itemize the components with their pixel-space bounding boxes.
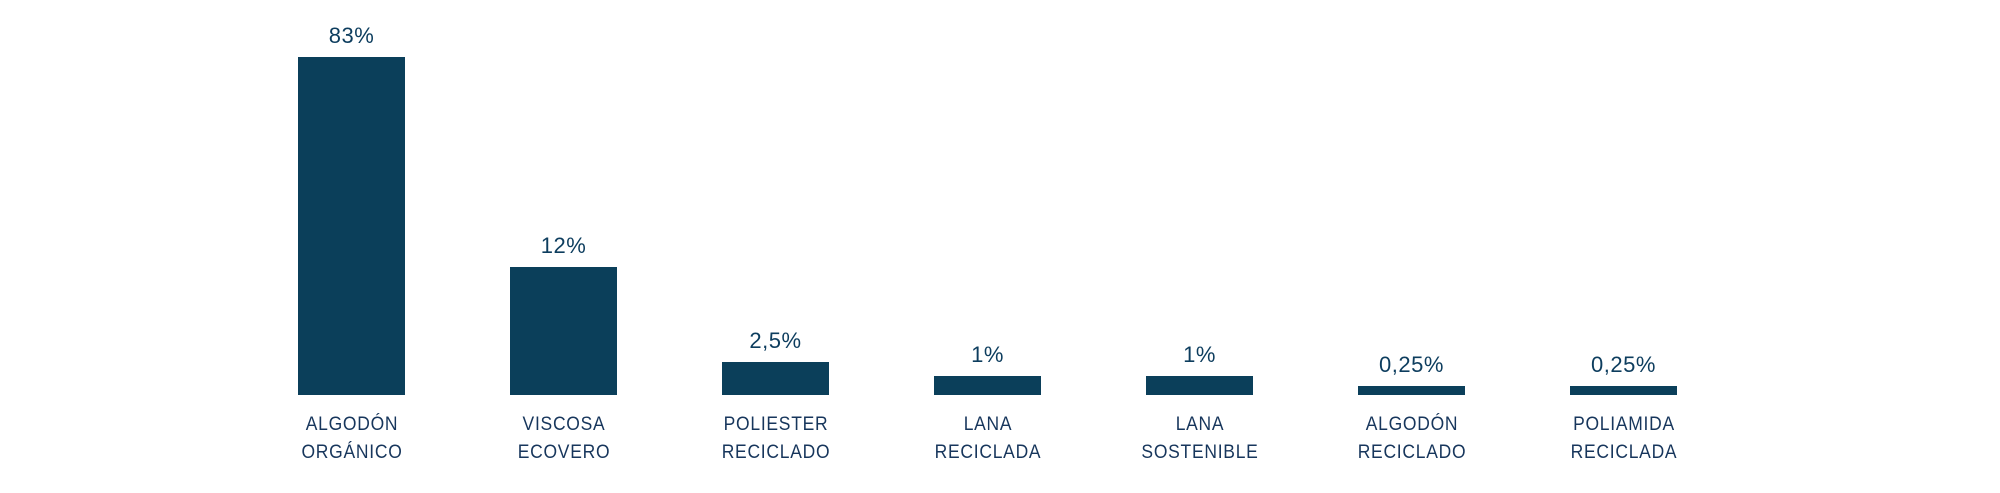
x-tick-label-line: ALGODÓN — [1365, 414, 1458, 435]
x-tick-label: LANA SOSTENIBLE — [1108, 411, 1292, 467]
x-tick-label-line: ALGODÓN — [305, 414, 398, 435]
bar — [1358, 386, 1465, 395]
data-label: 1% — [1183, 342, 1216, 367]
x-tick-label-line: POLIESTER — [723, 414, 828, 435]
x-tick-label: ALGODÓN RECICLADO — [1320, 411, 1504, 467]
x-tick-label: VISCOSA ECOVERO — [472, 411, 656, 467]
x-tick-label-line: ECOVERO — [517, 442, 610, 463]
x-tick-label-line: RECICLADA — [934, 442, 1041, 463]
data-label: 2,5% — [749, 328, 802, 353]
x-tick-label: POLIAMIDA RECICLADA — [1532, 411, 1716, 467]
x-tick-label: LANA RECICLADA — [896, 411, 1080, 467]
x-tick-label: ALGODÓN ORGÁNICO — [260, 411, 444, 467]
x-tick-label-line: VISCOSA — [522, 414, 605, 435]
x-tick-label-line: LANA — [1175, 414, 1224, 435]
bar — [298, 57, 405, 395]
bar — [1146, 376, 1253, 395]
x-tick-label: POLIESTER RECICLADO — [684, 411, 868, 467]
data-label: 83% — [328, 23, 375, 48]
bar — [510, 267, 617, 395]
x-tick-label-line: ORGÁNICO — [300, 442, 403, 463]
x-tick-label-line: RECICLADO — [1357, 442, 1466, 463]
data-label: 12% — [540, 233, 587, 258]
data-label: 0,25% — [1379, 352, 1444, 377]
x-tick-label-line: RECICLADO — [721, 442, 830, 463]
data-label: 0,25% — [1591, 352, 1656, 377]
bar — [934, 376, 1041, 395]
x-tick-label-line: POLIAMIDA — [1572, 414, 1675, 435]
data-label: 1% — [971, 342, 1004, 367]
x-tick-label-line: LANA — [963, 414, 1012, 435]
x-tick-label-line: RECICLADA — [1570, 442, 1677, 463]
x-tick-label-line: SOSTENIBLE — [1140, 442, 1259, 463]
bar — [1570, 386, 1677, 395]
bar — [722, 362, 829, 395]
